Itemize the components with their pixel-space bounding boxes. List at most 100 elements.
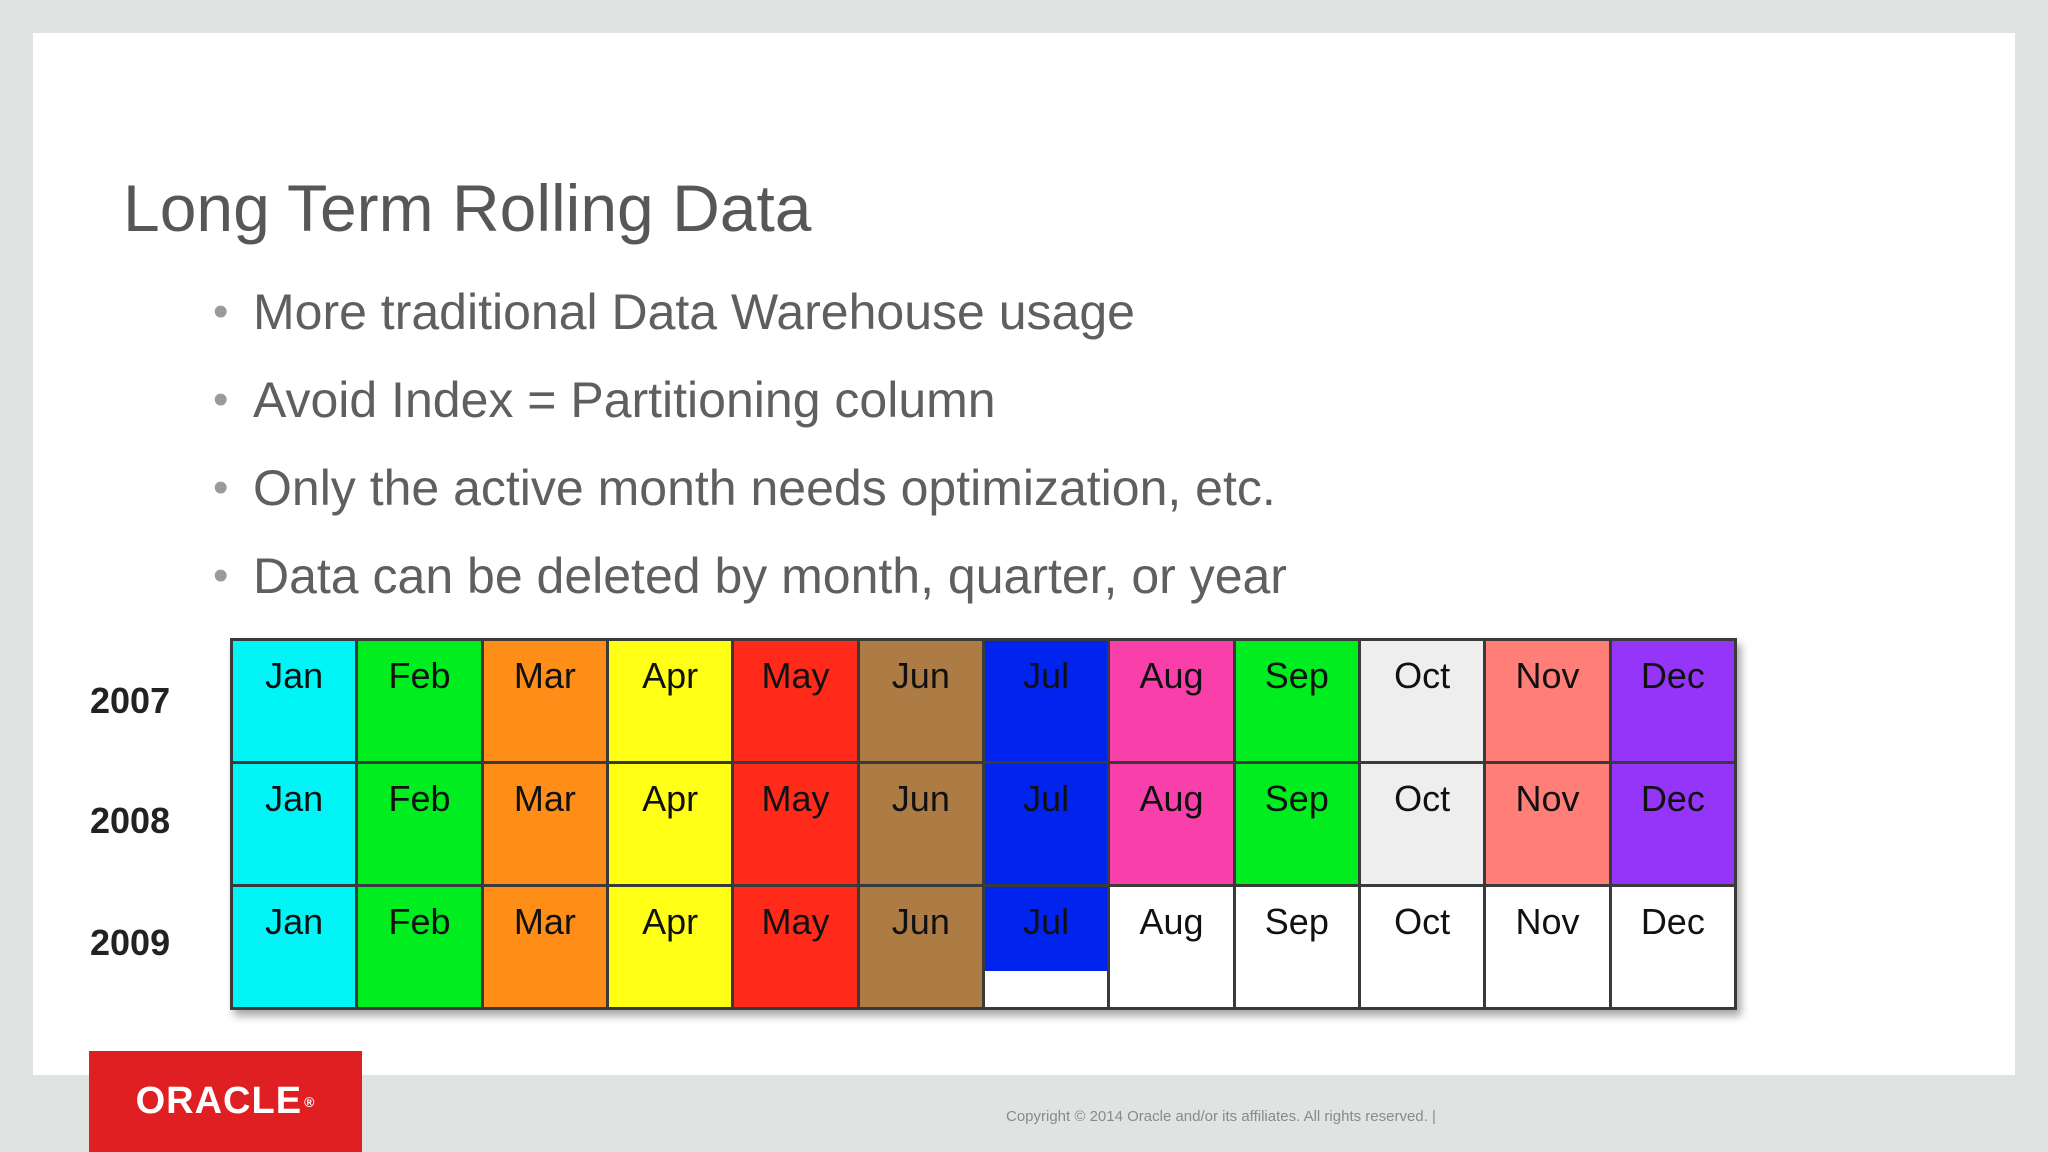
bullet-dot: • <box>213 463 229 512</box>
month-cell: Jul <box>985 764 1108 884</box>
month-fill <box>1611 641 1734 761</box>
month-fill <box>483 887 606 1007</box>
month-fill <box>358 887 481 1007</box>
month-cell: Mar <box>483 764 606 884</box>
month-label: Apr <box>642 778 699 819</box>
month-cell: Nov <box>1486 764 1609 884</box>
month-cell: Jan <box>233 887 356 1007</box>
year-label-2009: 2009 <box>90 922 171 963</box>
month-label: Dec <box>1640 655 1705 696</box>
month-fill <box>1110 764 1233 884</box>
month-fill <box>233 764 356 884</box>
month-cell: Jul <box>985 641 1108 761</box>
month-label: Feb <box>388 778 451 819</box>
month-cell: Jun <box>859 641 982 761</box>
month-cell: Oct <box>1361 764 1484 884</box>
trademark-symbol: ® <box>304 1093 316 1110</box>
year-label-2007: 2007 <box>90 680 171 721</box>
bullet-dot: • <box>213 375 229 424</box>
month-fill <box>1235 641 1358 761</box>
month-cell: Jan <box>233 764 356 884</box>
month-label: Jun <box>891 655 950 696</box>
month-cell: Nov <box>1486 641 1609 761</box>
month-label: Jun <box>891 901 950 942</box>
month-cell: Dec <box>1611 764 1734 884</box>
month-fill <box>358 764 481 884</box>
month-cell: Feb <box>358 764 481 884</box>
month-label: Sep <box>1264 778 1329 819</box>
month-fill <box>985 887 1108 971</box>
month-label: Nov <box>1515 655 1580 696</box>
month-cell: Jan <box>233 641 356 761</box>
month-cell: Sep <box>1235 764 1358 884</box>
month-fill <box>1361 641 1484 761</box>
month-cell: Dec <box>1611 641 1734 761</box>
month-label: Oct <box>1394 655 1451 696</box>
oracle-logo-text: ORACLE <box>135 1080 303 1122</box>
month-fill <box>1611 764 1734 884</box>
month-fill <box>483 641 606 761</box>
month-label: Sep <box>1264 901 1329 942</box>
year-label-2008: 2008 <box>90 800 171 841</box>
month-fill <box>734 887 857 1007</box>
month-fill <box>358 641 481 761</box>
month-cell: Oct <box>1361 887 1484 1007</box>
month-cell: Jun <box>859 764 982 884</box>
month-label: May <box>761 901 830 942</box>
month-label: Feb <box>388 655 451 696</box>
month-cell: Dec <box>1611 887 1734 1007</box>
month-label: Jan <box>265 778 324 819</box>
month-label: Oct <box>1394 778 1451 819</box>
month-cell: Feb <box>358 887 481 1007</box>
month-label: Mar <box>513 655 576 696</box>
month-label: Feb <box>388 901 451 942</box>
month-label: Jul <box>1023 778 1070 819</box>
month-cell: May <box>734 887 857 1007</box>
month-fill <box>985 641 1108 761</box>
month-fill <box>1486 641 1609 761</box>
bullet-item: • Only the active month needs optimizatio… <box>213 453 1287 541</box>
bullet-item: • Data can be deleted by month, quarter, … <box>213 541 1287 629</box>
month-fill <box>985 764 1108 884</box>
month-label: Nov <box>1515 778 1580 819</box>
month-label: Mar <box>513 901 576 942</box>
month-partition-grid: Jan Feb Mar Apr May Jun Jul Aug Sep Oct Nov Dec Jan F… <box>230 638 1737 1010</box>
month-cell: Oct <box>1361 641 1484 761</box>
month-cell: Aug <box>1110 764 1233 884</box>
month-label: Aug <box>1139 655 1204 696</box>
month-fill <box>609 641 732 761</box>
month-label: May <box>761 655 830 696</box>
month-cell: Nov <box>1486 887 1609 1007</box>
month-label: Oct <box>1394 901 1451 942</box>
month-fill <box>859 887 982 1007</box>
month-label: Sep <box>1264 655 1329 696</box>
month-cell: Sep <box>1235 641 1358 761</box>
bullet-list: • More traditional Data Warehouse usage •… <box>213 277 1287 629</box>
month-label: Dec <box>1640 901 1705 942</box>
month-cell: Apr <box>609 764 732 884</box>
month-cell: Mar <box>483 887 606 1007</box>
month-fill <box>483 764 606 884</box>
bullet-item: • More traditional Data Warehouse usage <box>213 277 1287 365</box>
footer-copyright: Copyright © 2014 Oracle and/or its affil… <box>1006 1108 1436 1125</box>
month-cell: Jul <box>985 887 1108 1007</box>
oracle-logo: ORACLE ® <box>89 1051 362 1152</box>
month-label: Apr <box>642 655 699 696</box>
month-cell: Apr <box>609 641 732 761</box>
month-fill <box>859 641 982 761</box>
month-cell: Apr <box>609 887 732 1007</box>
month-cell: Aug <box>1110 887 1233 1007</box>
month-fill <box>859 764 982 884</box>
month-fill <box>1486 764 1609 884</box>
month-label: Dec <box>1640 778 1705 819</box>
month-label: May <box>761 778 830 819</box>
month-label: Mar <box>513 778 576 819</box>
month-fill <box>609 764 732 884</box>
month-fill <box>734 641 857 761</box>
month-cell: Feb <box>358 641 481 761</box>
month-label: Jan <box>265 655 324 696</box>
month-cell: Sep <box>1235 887 1358 1007</box>
month-cell: Aug <box>1110 641 1233 761</box>
month-fill <box>233 641 356 761</box>
month-label: Jan <box>265 901 324 942</box>
